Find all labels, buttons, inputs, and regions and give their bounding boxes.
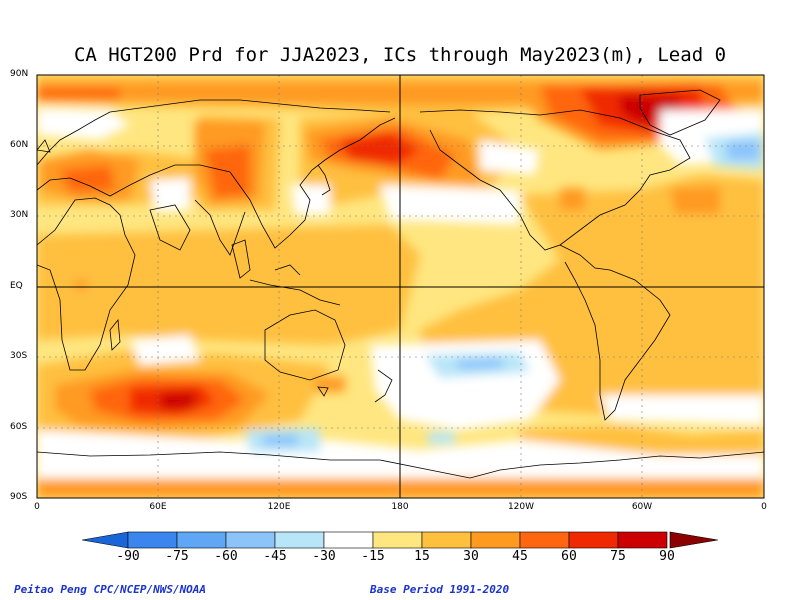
lon-label: 0 bbox=[761, 502, 767, 512]
lat-label: 30S bbox=[10, 351, 28, 361]
colorbar-label: -45 bbox=[263, 549, 287, 564]
map-frame bbox=[36, 74, 765, 499]
lat-label: 60N bbox=[10, 140, 29, 150]
colorbar-box bbox=[127, 531, 178, 549]
colorbar-label: -75 bbox=[165, 549, 189, 564]
colorbar-label: -90 bbox=[116, 549, 140, 564]
colorbar-right-arrow bbox=[669, 531, 719, 549]
graticule bbox=[37, 75, 764, 498]
colorbar-box bbox=[470, 531, 521, 549]
colorbar-box bbox=[372, 531, 423, 549]
colorbar-label: 30 bbox=[463, 549, 479, 564]
colorbar-box bbox=[274, 531, 325, 549]
colorbar-label: 75 bbox=[610, 549, 626, 564]
lat-label: 60S bbox=[10, 422, 28, 432]
colorbar-box bbox=[323, 531, 374, 549]
colorbar-label: -60 bbox=[214, 549, 238, 564]
lat-label: EQ bbox=[10, 281, 23, 291]
colorbar-left-arrow bbox=[81, 531, 129, 549]
colorbar-label: 45 bbox=[512, 549, 528, 564]
footer-credit: Peitao Peng CPC/NCEP/NWS/NOAA bbox=[14, 583, 207, 596]
colorbar-box bbox=[519, 531, 570, 549]
footer-base-period: Base Period 1991-2020 bbox=[370, 583, 510, 596]
colorbar-box bbox=[568, 531, 619, 549]
lat-label: 90N bbox=[10, 69, 29, 79]
colorbar-label: -15 bbox=[361, 549, 385, 564]
colorbar bbox=[81, 531, 719, 549]
lon-label: 60W bbox=[631, 502, 653, 512]
coastlines bbox=[37, 89, 764, 479]
colorbar-label: -30 bbox=[312, 549, 336, 564]
colorbar-box bbox=[617, 531, 668, 549]
lat-label: 90S bbox=[10, 492, 28, 502]
colorbar-box bbox=[225, 531, 276, 549]
lon-label: 180 bbox=[391, 502, 409, 512]
colorbar-label: 90 bbox=[659, 549, 675, 564]
colorbar-label: 60 bbox=[561, 549, 577, 564]
lat-label: 30N bbox=[10, 210, 29, 220]
colorbar-box bbox=[421, 531, 472, 549]
colorbar-label: 15 bbox=[414, 549, 430, 564]
map-title: CA HGT200 Prd for JJA2023, ICs through M… bbox=[73, 44, 727, 66]
lon-label: 120W bbox=[507, 502, 535, 512]
lon-label: 0 bbox=[34, 502, 40, 512]
lon-label: 120E bbox=[267, 502, 291, 512]
lon-label: 60E bbox=[149, 502, 167, 512]
colorbar-box bbox=[176, 531, 227, 549]
